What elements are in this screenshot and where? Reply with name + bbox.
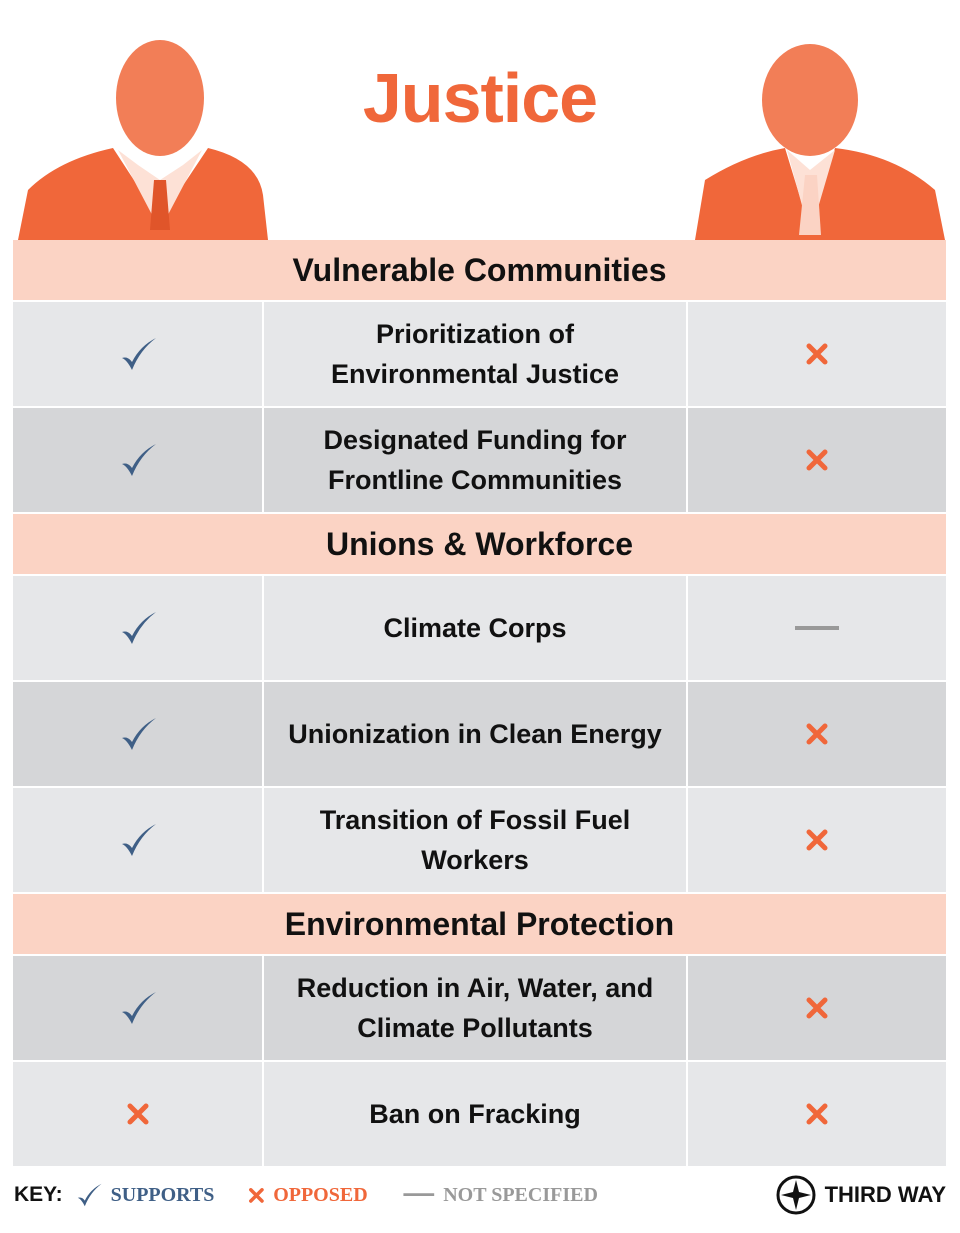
policy-label: Prioritization of Environmental Justice [264,302,686,406]
oppose-icon [806,829,828,851]
left-status [13,302,262,406]
left-status [13,1062,262,1166]
unspecified-icon [795,626,839,630]
key-item: SUPPORTS [75,1181,215,1209]
left-status [13,682,262,786]
key-item: OPPOSED [248,1181,368,1209]
footer: KEY: SUPPORTS OPPOSED NOT SPECIFIED THIRD … [14,1172,946,1218]
key: SUPPORTS OPPOSED NOT SPECIFIED [75,1181,632,1209]
oppose-icon [806,449,828,471]
comparison-table: Vulnerable Communities Prioritization of … [13,240,946,1168]
key-item: NOT SPECIFIED [402,1181,598,1209]
support-icon [77,1183,102,1207]
policy-label: Ban on Fracking [264,1062,686,1166]
right-status [688,576,946,680]
table-row: Ban on Fracking [13,1062,946,1166]
oppose-icon [249,1187,265,1203]
policy-label: Designated Funding for Frontline Communi… [264,408,686,512]
oppose-icon [806,723,828,745]
logo-icon [776,1175,816,1215]
policy-label: Climate Corps [264,576,686,680]
support-icon [121,992,156,1024]
left-status [13,788,262,892]
table-row: Climate Corps [13,576,946,680]
right-status [688,302,946,406]
left-portrait [18,40,268,240]
right-status [688,1062,946,1166]
table-row: Reduction in Air, Water, and Climate Pol… [13,956,946,1060]
support-icon [121,824,156,856]
oppose-icon [806,997,828,1019]
title: Justice [362,59,598,137]
oppose-icon [806,1103,828,1125]
right-status [688,956,946,1060]
unspecified-icon [403,1193,434,1197]
left-status [13,956,262,1060]
logo: THIRD WAY [775,1174,946,1216]
support-icon [121,444,156,476]
oppose-icon [806,343,828,365]
table-row: Prioritization of Environmental Justice [13,302,946,406]
section-header: Vulnerable Communities [13,240,946,300]
right-status [688,408,946,512]
left-status [13,576,262,680]
right-portrait [695,44,945,240]
table-row: Transition of Fossil Fuel Workers [13,788,946,892]
key-label: SUPPORTS [110,1183,215,1206]
section-header: Environmental Protection [13,894,946,954]
support-icon [121,718,156,750]
left-status [13,408,262,512]
policy-label: Transition of Fossil Fuel Workers [264,788,686,892]
key-title: KEY: [14,1183,63,1206]
right-status [688,682,946,786]
table-row: Designated Funding for Frontline Communi… [13,408,946,512]
logo-text: THIRD WAY [824,1182,946,1207]
policy-label: Unionization in Clean Energy [264,682,686,786]
oppose-icon [127,1103,148,1125]
support-icon [121,612,156,644]
key-label: NOT SPECIFIED [443,1183,598,1206]
support-icon [121,338,156,370]
section-header: Unions & Workforce [13,514,946,574]
table-row: Unionization in Clean Energy [13,682,946,786]
policy-label: Reduction in Air, Water, and Climate Pol… [264,956,686,1060]
key-label: OPPOSED [273,1183,368,1206]
right-status [688,788,946,892]
